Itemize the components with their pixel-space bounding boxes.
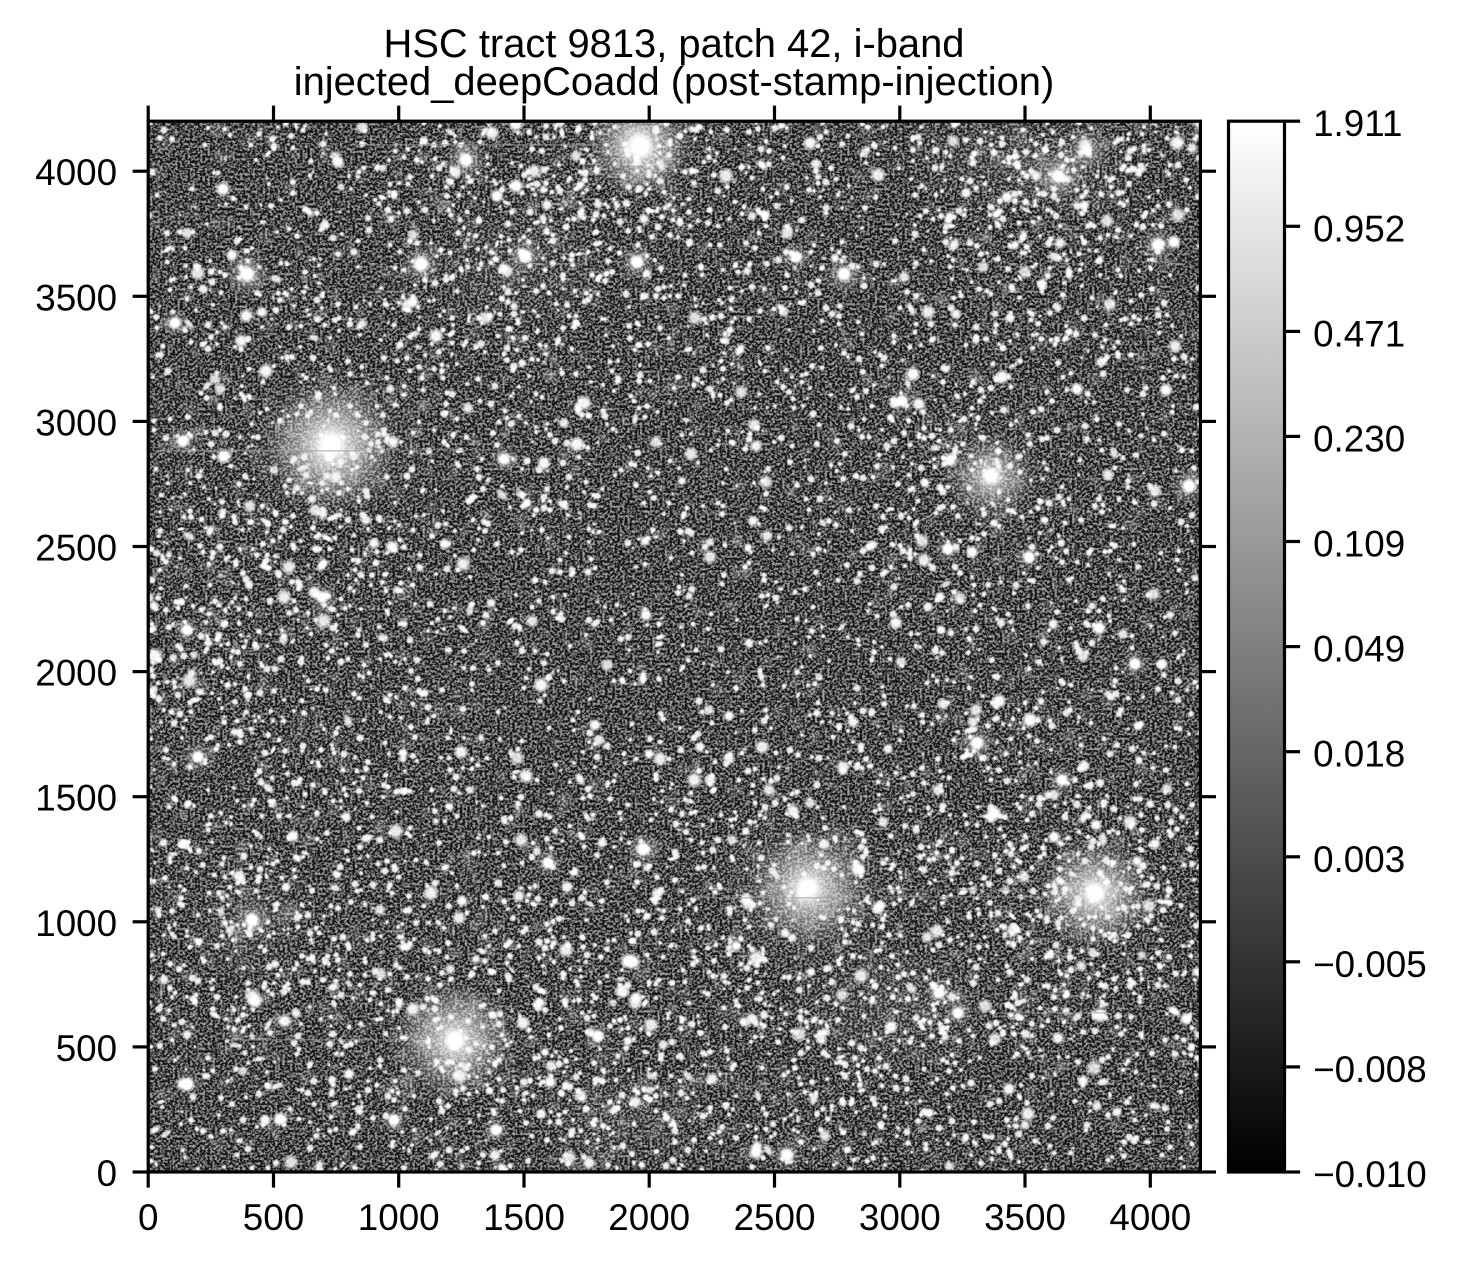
svg-text:2500: 2500 — [734, 1197, 816, 1238]
svg-text:4000: 4000 — [35, 152, 117, 193]
svg-text:0: 0 — [97, 1153, 117, 1194]
svg-text:0.109: 0.109 — [1313, 524, 1405, 565]
svg-text:0: 0 — [138, 1197, 158, 1238]
svg-text:0.230: 0.230 — [1313, 418, 1405, 459]
svg-text:HSC tract 9813, patch 42, i-ba: HSC tract 9813, patch 42, i-band — [384, 22, 965, 66]
svg-text:4000: 4000 — [1109, 1197, 1191, 1238]
svg-text:−0.008: −0.008 — [1313, 1049, 1427, 1090]
svg-text:2000: 2000 — [35, 653, 117, 694]
svg-text:0.018: 0.018 — [1313, 734, 1405, 775]
svg-text:−0.005: −0.005 — [1313, 944, 1427, 985]
svg-text:0.003: 0.003 — [1313, 839, 1405, 880]
svg-text:1000: 1000 — [358, 1197, 440, 1238]
svg-text:3500: 3500 — [984, 1197, 1066, 1238]
svg-text:0.471: 0.471 — [1313, 313, 1405, 354]
svg-text:1500: 1500 — [35, 778, 117, 819]
svg-text:2000: 2000 — [608, 1197, 690, 1238]
svg-text:1000: 1000 — [35, 903, 117, 944]
svg-text:−0.010: −0.010 — [1313, 1154, 1427, 1195]
svg-text:3000: 3000 — [35, 402, 117, 443]
svg-text:3500: 3500 — [35, 277, 117, 318]
svg-text:2500: 2500 — [35, 528, 117, 569]
svg-text:1.911: 1.911 — [1313, 103, 1402, 144]
svg-text:injected_deepCoadd (post-stamp: injected_deepCoadd (post-stamp-injection… — [294, 60, 1055, 104]
svg-text:0.049: 0.049 — [1313, 629, 1405, 670]
svg-text:3000: 3000 — [859, 1197, 941, 1238]
svg-text:500: 500 — [243, 1197, 304, 1238]
svg-text:0.952: 0.952 — [1313, 208, 1405, 249]
svg-text:500: 500 — [56, 1028, 117, 1069]
svg-text:1500: 1500 — [483, 1197, 565, 1238]
